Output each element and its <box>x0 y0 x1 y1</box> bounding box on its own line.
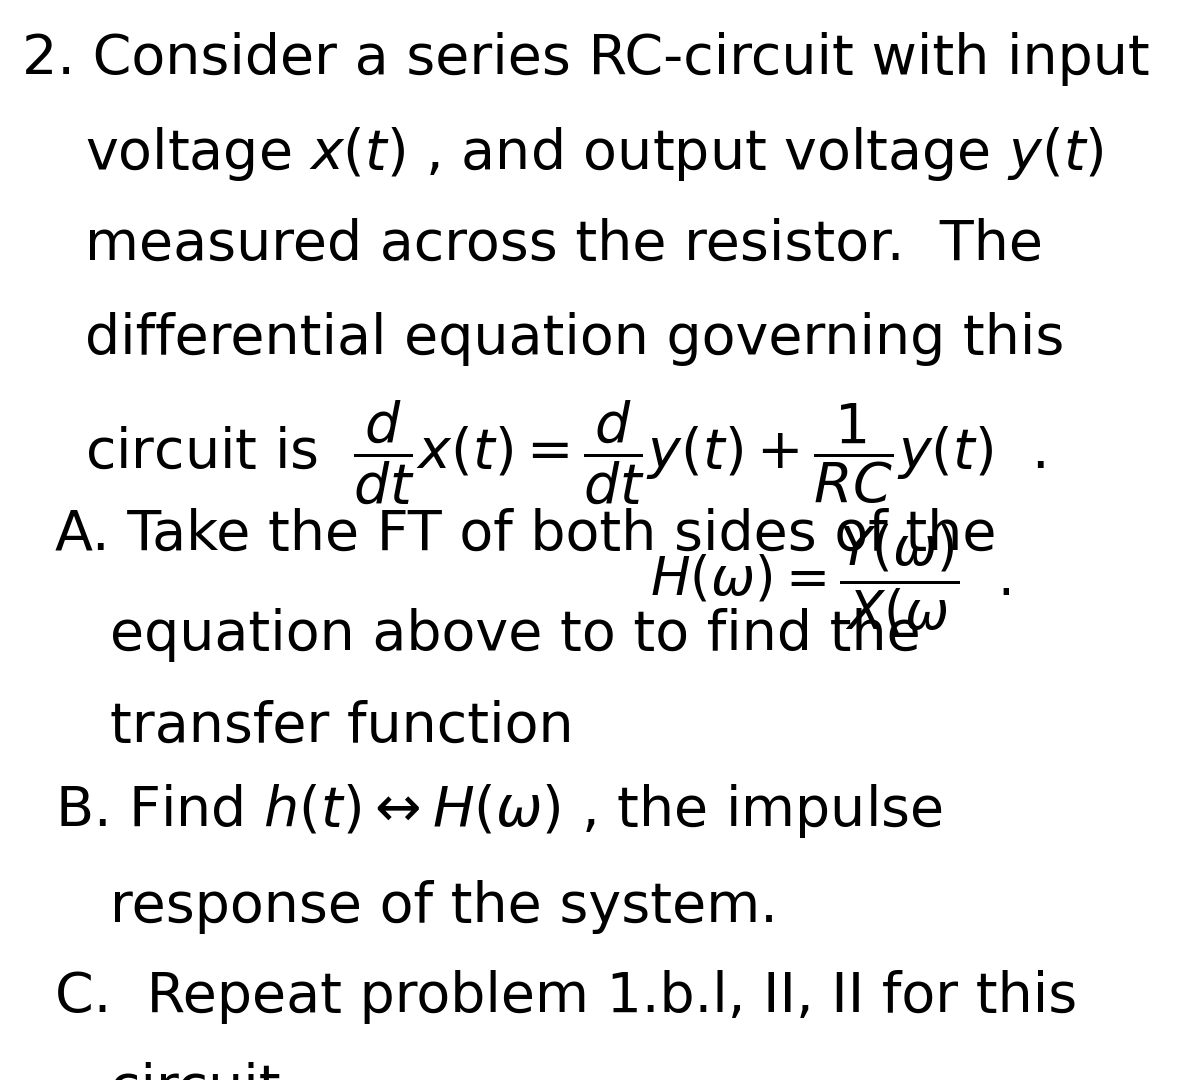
Text: C.  Repeat problem 1.b.l, II, II for this: C. Repeat problem 1.b.l, II, II for this <box>55 970 1077 1024</box>
Text: equation above to to find the: equation above to to find the <box>110 608 921 662</box>
Text: response of the system.: response of the system. <box>110 880 778 934</box>
Text: measured across the resistor.  The: measured across the resistor. The <box>85 218 1043 272</box>
Text: circuit: circuit <box>110 1062 281 1080</box>
Text: $H(\omega) = \dfrac{Y(\omega)}{X(\omega}$  .: $H(\omega) = \dfrac{Y(\omega)}{X(\omega}… <box>650 523 1011 638</box>
Text: circuit is  $\dfrac{d}{dt}x(t) = \dfrac{d}{dt}y(t) + \dfrac{1}{RC}y(t)$  .: circuit is $\dfrac{d}{dt}x(t) = \dfrac{d… <box>85 399 1044 505</box>
Text: A. Take the FT of both sides of the: A. Take the FT of both sides of the <box>55 508 997 562</box>
Text: voltage $x(t)$ , and output voltage $y(t)$: voltage $x(t)$ , and output voltage $y(t… <box>85 125 1104 183</box>
Text: 2. Consider a series RC-circuit with input: 2. Consider a series RC-circuit with inp… <box>22 32 1150 86</box>
Text: transfer function: transfer function <box>110 700 574 754</box>
Text: differential equation governing this: differential equation governing this <box>85 312 1065 366</box>
Text: B. Find $h(t) \leftrightarrow H(\omega)$ , the impulse: B. Find $h(t) \leftrightarrow H(\omega)$… <box>55 782 943 840</box>
